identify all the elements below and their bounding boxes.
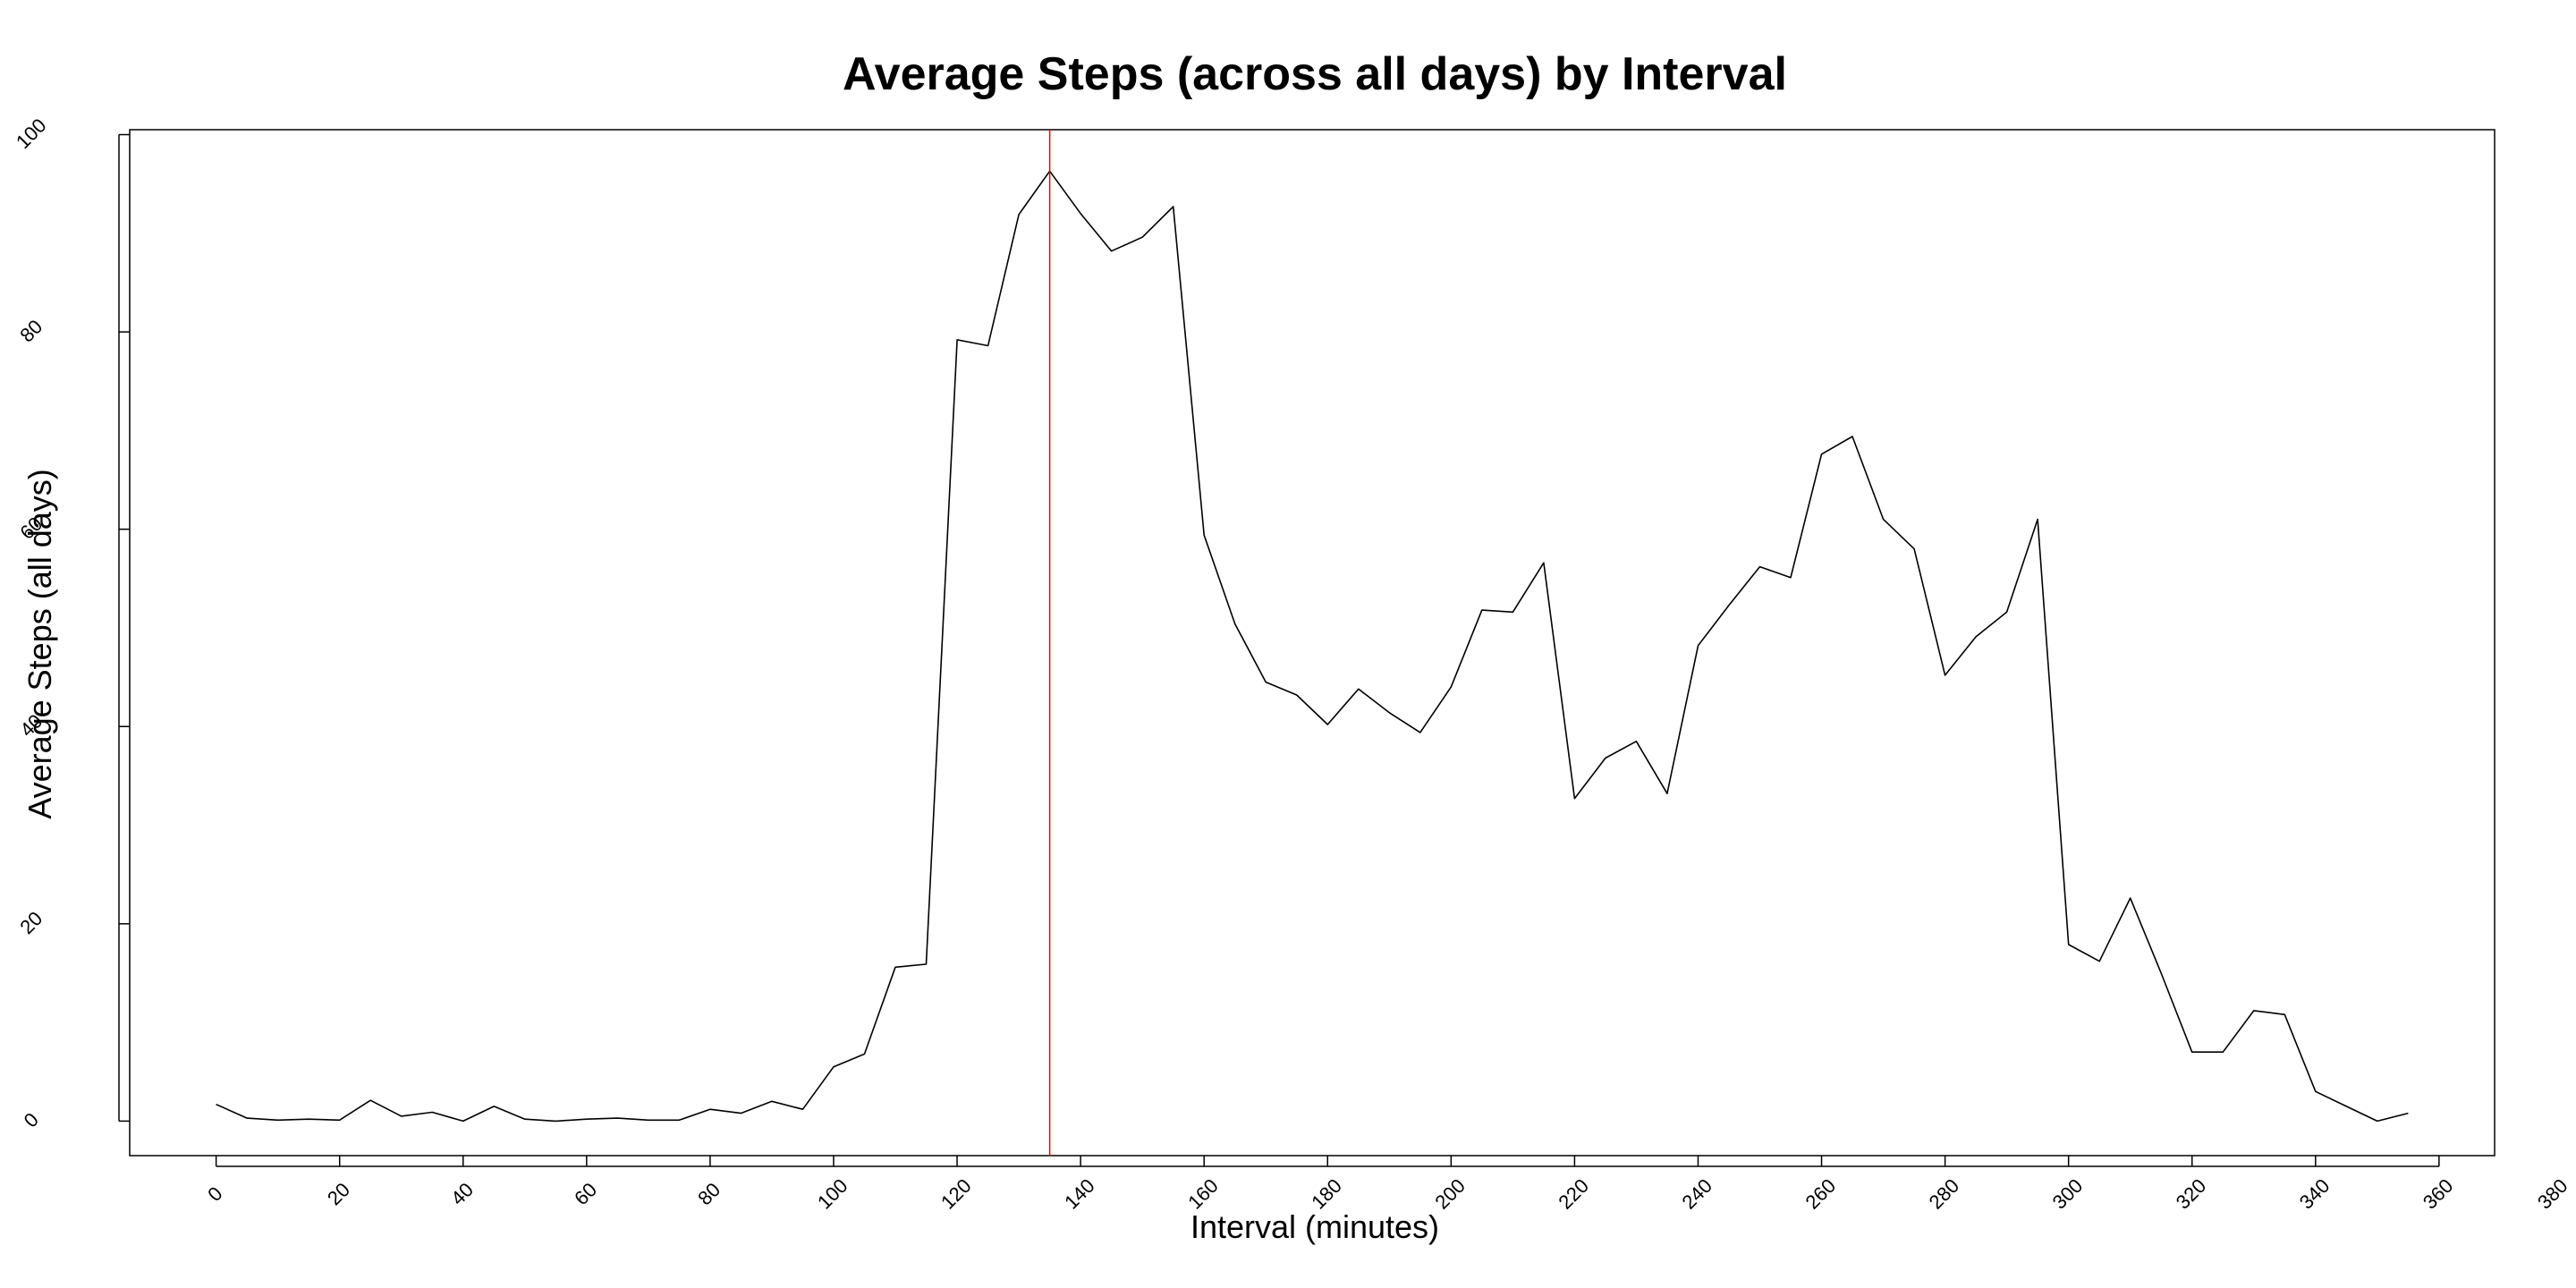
series-line xyxy=(216,170,2409,1123)
x-tick-label: 40 xyxy=(446,1178,478,1209)
x-axis-label: Interval (minutes) xyxy=(1191,1208,1439,1245)
x-tick-label: 280 xyxy=(1925,1174,1964,1214)
x-tick-label: 120 xyxy=(936,1174,976,1214)
y-tick-label: 100 xyxy=(12,114,51,154)
x-tick-label: 0 xyxy=(203,1182,226,1206)
x-tick-label: 300 xyxy=(2048,1174,2088,1214)
y-axis-label: Average Steps (all days) xyxy=(21,469,58,819)
y-tick-label: 20 xyxy=(15,907,47,938)
x-axis: 0 20 40 60 80 100 120 140 160 180 200 220 240 260 280 3… xyxy=(203,1156,2572,1214)
x-tick-label: 240 xyxy=(1677,1174,1716,1214)
x-tick-label: 140 xyxy=(1060,1174,1099,1214)
y-tick-label: 0 xyxy=(20,1108,43,1131)
x-tick-label: 380 xyxy=(2533,1174,2572,1214)
chart-title: Average Steps (across all days) by Inter… xyxy=(843,48,1787,100)
x-tick-label: 340 xyxy=(2295,1174,2334,1214)
x-tick-label: 60 xyxy=(570,1178,601,1209)
x-tick-label: 260 xyxy=(1801,1174,1841,1214)
x-tick-label: 220 xyxy=(1554,1174,1593,1214)
x-tick-label: 320 xyxy=(2172,1174,2211,1214)
data-marks xyxy=(216,130,2409,1156)
plot-frame xyxy=(129,129,2496,1157)
y-tick-label: 80 xyxy=(15,315,47,346)
x-tick-label: 100 xyxy=(813,1174,852,1214)
x-tick-label: 20 xyxy=(323,1178,354,1209)
x-tick-label: 360 xyxy=(2419,1174,2458,1214)
x-tick-label: 80 xyxy=(693,1178,724,1209)
